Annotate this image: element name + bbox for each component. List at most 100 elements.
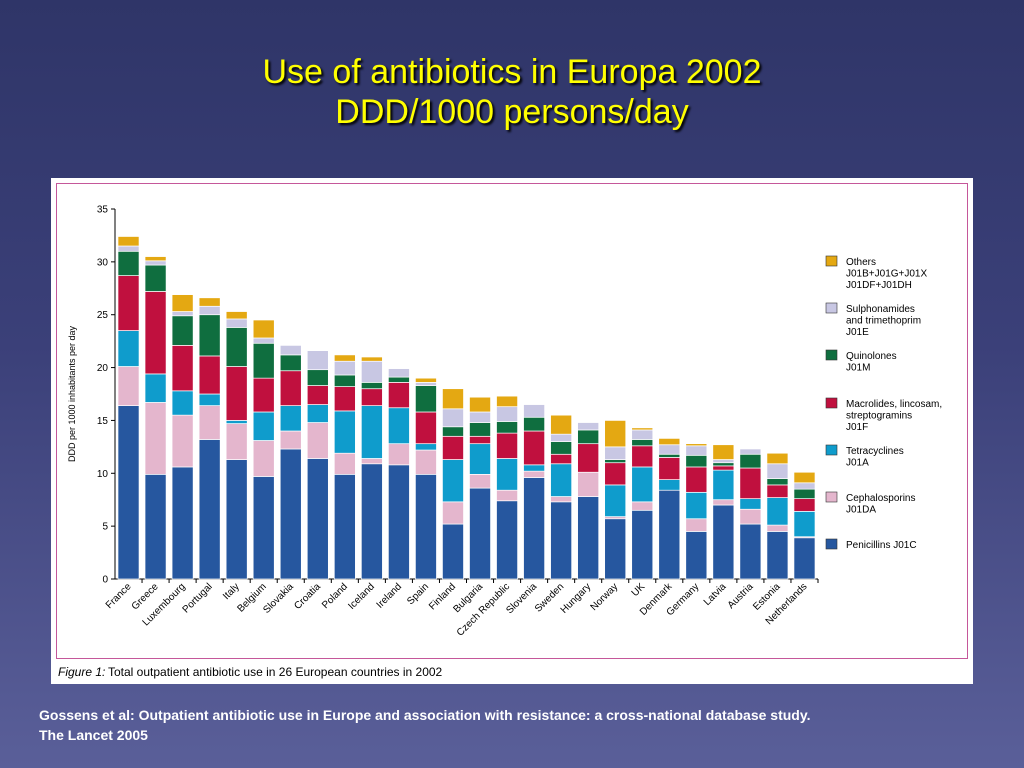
bar-czech-republic-cephalosporins <box>496 489 518 502</box>
bar-poland-sulphonamides-and-trimethoprim <box>333 360 356 376</box>
source-citation: Gossens et al: Outpatient antibiotic use… <box>39 705 999 745</box>
bar-finland-others <box>442 388 464 410</box>
bar-hungary-cephalosporins <box>577 471 600 497</box>
x-tick-label-italy: Italy <box>221 581 242 602</box>
bar-poland-others <box>333 354 356 362</box>
bar-estonia-quinolones <box>766 478 789 486</box>
bar-uk-sulphonamides-and-trimethoprim <box>631 429 654 440</box>
bar-slovenia-cephalosporins <box>523 470 545 478</box>
legend-label-6-0: Penicillins J01C <box>846 540 917 551</box>
bar-portugal-tetracyclines <box>198 393 221 406</box>
bar-france-penicillins <box>117 405 140 580</box>
bar-croatia-cephalosporins <box>306 422 329 459</box>
bar-france-tetracyclines <box>117 330 140 367</box>
bar-austria-macrolides-lincosam-streptogramins <box>739 467 762 500</box>
bar-bulgaria-tetracyclines <box>469 443 491 475</box>
figure-label: Figure 1: <box>58 665 106 679</box>
bar-iceland-tetracyclines <box>360 405 383 459</box>
bar-czech-republic-quinolones <box>496 421 518 434</box>
bar-greece-tetracyclines <box>144 373 167 403</box>
bar-slovakia-sulphonamides-and-trimethoprim <box>279 345 302 356</box>
bar-spain-tetracyclines <box>415 443 437 451</box>
bar-bulgaria-sulphonamides-and-trimethoprim <box>469 411 491 423</box>
bar-bulgaria-macrolides-lincosam-streptogramins <box>469 435 491 445</box>
bar-italy-tetracyclines <box>225 420 248 424</box>
y-tick-label: 35 <box>97 205 109 216</box>
legend-swatch-4 <box>825 444 838 456</box>
bar-france-others <box>117 236 140 247</box>
bar-austria-penicillins <box>739 523 762 580</box>
bar-sweden-cephalosporins <box>550 496 573 503</box>
slide-title-line-2: DDD/1000 persons/day <box>335 93 689 131</box>
bar-greece-penicillins <box>144 473 167 580</box>
bar-latvia-macrolides-lincosam-streptogramins <box>712 465 735 471</box>
bar-germany-quinolones <box>685 454 708 468</box>
bar-norway-penicillins <box>604 518 627 580</box>
bar-slovakia-quinolones <box>279 354 302 372</box>
bar-luxembourg-cephalosporins <box>171 414 194 468</box>
bar-czech-republic-macrolides-lincosam-streptogramins <box>496 432 518 459</box>
bar-iceland-macrolides-lincosam-streptogramins <box>360 388 383 406</box>
bar-bulgaria-penicillins <box>469 487 491 580</box>
y-tick-label: 5 <box>102 522 108 533</box>
bar-estonia-macrolides-lincosam-streptogramins <box>766 484 789 498</box>
bar-iceland-sulphonamides-and-trimethoprim <box>360 360 383 383</box>
bar-slovakia-tetracyclines <box>279 405 302 432</box>
bar-netherlands-penicillins <box>793 537 816 580</box>
bar-belgium-tetracyclines <box>252 411 275 441</box>
bar-greece-quinolones <box>144 264 167 292</box>
bar-netherlands-macrolides-lincosam-streptogramins <box>793 498 816 512</box>
bar-uk-quinolones <box>631 439 654 447</box>
bar-germany-cephalosporins <box>685 518 708 532</box>
bar-croatia-tetracyclines <box>306 404 329 423</box>
bar-estonia-others <box>766 452 789 465</box>
bar-slovenia-quinolones <box>523 416 545 432</box>
bar-netherlands-quinolones <box>793 488 816 500</box>
legend-label-4-1: J01A <box>846 458 869 469</box>
source-line-2: The Lancet 2005 <box>39 727 148 743</box>
x-tick-label-slovakia: Slovakia <box>261 581 296 616</box>
bar-spain-quinolones <box>415 385 437 413</box>
bar-latvia-sulphonamides-and-trimethoprim <box>712 459 735 464</box>
bar-finland-cephalosporins <box>442 501 464 525</box>
legend-swatch-5 <box>825 491 838 503</box>
x-tick-label-norway: Norway <box>589 581 621 613</box>
bar-poland-cephalosporins <box>333 452 356 475</box>
bar-czech-republic-tetracyclines <box>496 458 518 491</box>
bar-spain-cephalosporins <box>415 449 437 475</box>
bar-germany-penicillins <box>685 531 708 580</box>
bar-germany-macrolides-lincosam-streptogramins <box>685 466 708 493</box>
bar-austria-sulphonamides-and-trimethoprim <box>739 448 762 455</box>
bar-ireland-macrolides-lincosam-streptogramins <box>388 382 410 409</box>
bar-croatia-macrolides-lincosam-streptogramins <box>306 385 329 405</box>
bar-slovakia-penicillins <box>279 448 302 580</box>
bar-belgium-sulphonamides-and-trimethoprim <box>252 337 275 344</box>
legend-swatch-1 <box>825 302 838 314</box>
bar-italy-quinolones <box>225 327 248 367</box>
bar-belgium-cephalosporins <box>252 440 275 477</box>
bar-portugal-sulphonamides-and-trimethoprim <box>198 305 221 316</box>
bar-croatia-quinolones <box>306 369 329 386</box>
bar-norway-quinolones <box>604 459 627 464</box>
bar-belgium-penicillins <box>252 476 275 580</box>
bar-greece-cephalosporins <box>144 402 167 475</box>
bar-latvia-quinolones <box>712 462 735 467</box>
bar-portugal-cephalosporins <box>198 405 221 440</box>
bar-spain-sulphonamides-and-trimethoprim <box>415 382 437 386</box>
bar-luxembourg-sulphonamides-and-trimethoprim <box>171 311 194 317</box>
bar-slovenia-macrolides-lincosam-streptogramins <box>523 430 545 466</box>
y-tick-label: 0 <box>102 575 108 586</box>
bar-norway-sulphonamides-and-trimethoprim <box>604 446 627 460</box>
bar-uk-others <box>631 427 654 431</box>
bar-finland-tetracyclines <box>442 459 464 503</box>
legend-label-0-1: J01B+J01G+J01X <box>846 269 927 280</box>
legend-swatch-6 <box>825 538 838 550</box>
bar-poland-quinolones <box>333 374 356 387</box>
bar-portugal-quinolones <box>198 314 221 357</box>
bar-estonia-cephalosporins <box>766 524 789 532</box>
bar-italy-sulphonamides-and-trimethoprim <box>225 318 248 328</box>
bar-greece-others <box>144 256 167 262</box>
bar-portugal-penicillins <box>198 439 221 580</box>
legend-label-2-0: Quinolones <box>846 351 897 362</box>
figure-caption: Figure 1: Total outpatient antibiotic us… <box>51 662 973 684</box>
